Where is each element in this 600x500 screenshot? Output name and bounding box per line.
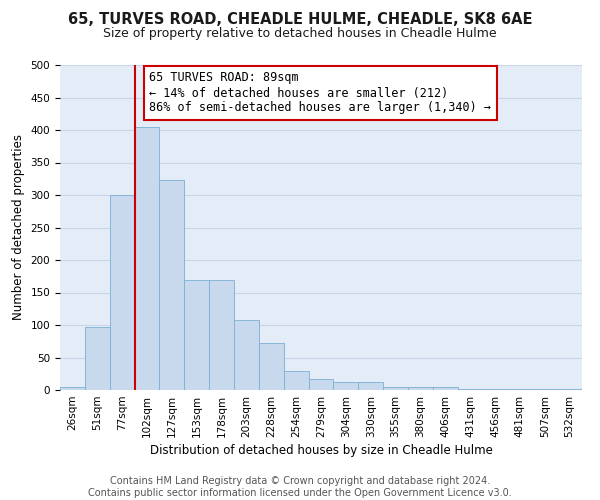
Bar <box>284 371 308 390</box>
Text: 65, TURVES ROAD, CHEADLE HULME, CHEADLE, SK8 6AE: 65, TURVES ROAD, CHEADLE HULME, CHEADLE,… <box>68 12 532 28</box>
Text: 65 TURVES ROAD: 89sqm
← 14% of detached houses are smaller (212)
86% of semi-det: 65 TURVES ROAD: 89sqm ← 14% of detached … <box>149 72 491 114</box>
Bar <box>85 327 110 390</box>
Text: Size of property relative to detached houses in Cheadle Hulme: Size of property relative to detached ho… <box>103 28 497 40</box>
Bar <box>433 387 458 390</box>
Bar <box>308 379 334 390</box>
Y-axis label: Number of detached properties: Number of detached properties <box>12 134 25 320</box>
X-axis label: Distribution of detached houses by size in Cheadle Hulme: Distribution of detached houses by size … <box>149 444 493 457</box>
Bar <box>358 382 383 390</box>
Bar <box>334 382 358 390</box>
Bar <box>234 320 259 390</box>
Bar <box>482 388 508 390</box>
Bar <box>110 195 134 390</box>
Bar <box>184 280 209 390</box>
Bar <box>134 126 160 390</box>
Bar <box>408 387 433 390</box>
Bar <box>60 387 85 390</box>
Bar <box>209 280 234 390</box>
Bar <box>557 388 582 390</box>
Text: Contains HM Land Registry data © Crown copyright and database right 2024.
Contai: Contains HM Land Registry data © Crown c… <box>88 476 512 498</box>
Bar <box>259 343 284 390</box>
Bar <box>458 388 482 390</box>
Bar <box>532 388 557 390</box>
Bar <box>160 180 184 390</box>
Bar <box>508 388 532 390</box>
Bar <box>383 387 408 390</box>
